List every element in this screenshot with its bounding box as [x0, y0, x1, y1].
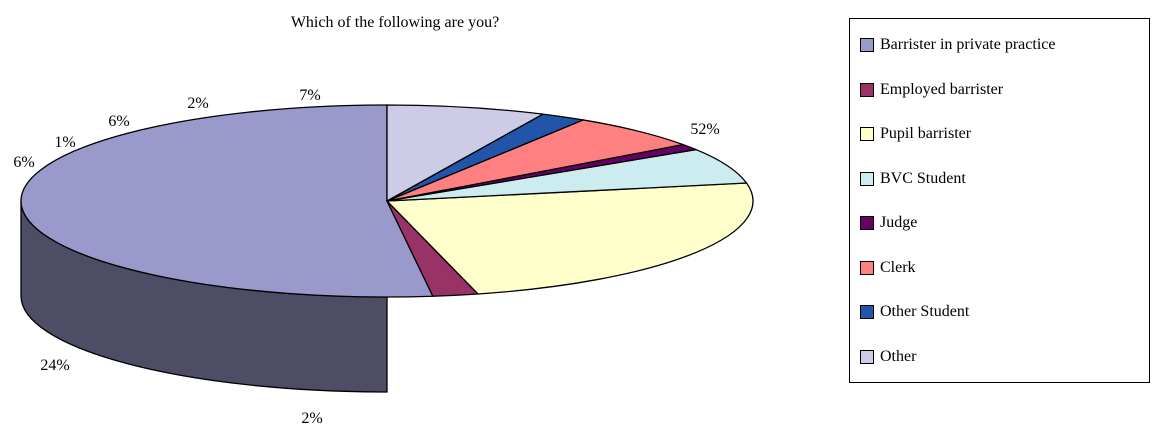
slice-clerk [386, 119, 684, 202]
legend-label: BVC Student [880, 169, 966, 187]
value-label-clerk: 6% [108, 113, 129, 130]
legend-swatch [860, 260, 874, 275]
value-label-other: 7% [299, 87, 320, 104]
legend-label: Other [880, 347, 917, 365]
legend-swatch [860, 82, 874, 97]
legend-item: Other Student [860, 302, 969, 322]
value-label-employed-barrister: 2% [301, 410, 322, 427]
legend: Barrister in private practice Employed ba… [849, 18, 1150, 383]
slice-bvc-student [386, 148, 748, 202]
legend-swatch [860, 171, 874, 186]
legend-label: Other Student [880, 303, 970, 320]
legend-swatch [860, 305, 874, 319]
chart-title: Which of the following are you? [290, 14, 500, 31]
slice-barrister-in-private-practice [20, 104, 434, 298]
pie-labels: 52% 2% 24% 6% 1% 6% 2% 7% [13, 87, 719, 427]
slice-pupil-barrister [386, 182, 754, 295]
legend-item: BVC Student [860, 169, 966, 189]
legend-label: Clerk [880, 258, 916, 276]
legend-swatch [860, 38, 874, 52]
legend-item: Other [860, 347, 916, 367]
pie-chart: 52% 2% 24% 6% 1% 6% 2% 7% [13, 87, 754, 427]
pie-tops [20, 104, 754, 298]
legend-item: Clerk [860, 258, 916, 278]
legend-item: Barrister in private practice [860, 35, 1055, 55]
legend-item: Judge [860, 213, 917, 233]
value-label-pupil-barrister: 24% [40, 357, 69, 374]
legend-item: Employed barrister [860, 80, 1003, 100]
legend-swatch [860, 127, 874, 141]
value-label-other-student: 2% [187, 95, 208, 112]
legend-swatch [860, 349, 874, 364]
legend-label: Employed barrister [880, 80, 1004, 98]
value-label-bvc-student: 6% [13, 154, 34, 171]
legend-item: Pupil barrister [860, 124, 971, 144]
legend-label: Barrister in private practice [880, 36, 1056, 53]
legend-label: Pupil barrister [880, 125, 972, 142]
value-label-barrister-in-private-practice: 52% [690, 121, 719, 138]
slice-other [386, 104, 544, 202]
legend-swatch [860, 216, 874, 230]
legend-label: Judge [880, 214, 918, 231]
value-label-judge: 1% [54, 134, 75, 151]
